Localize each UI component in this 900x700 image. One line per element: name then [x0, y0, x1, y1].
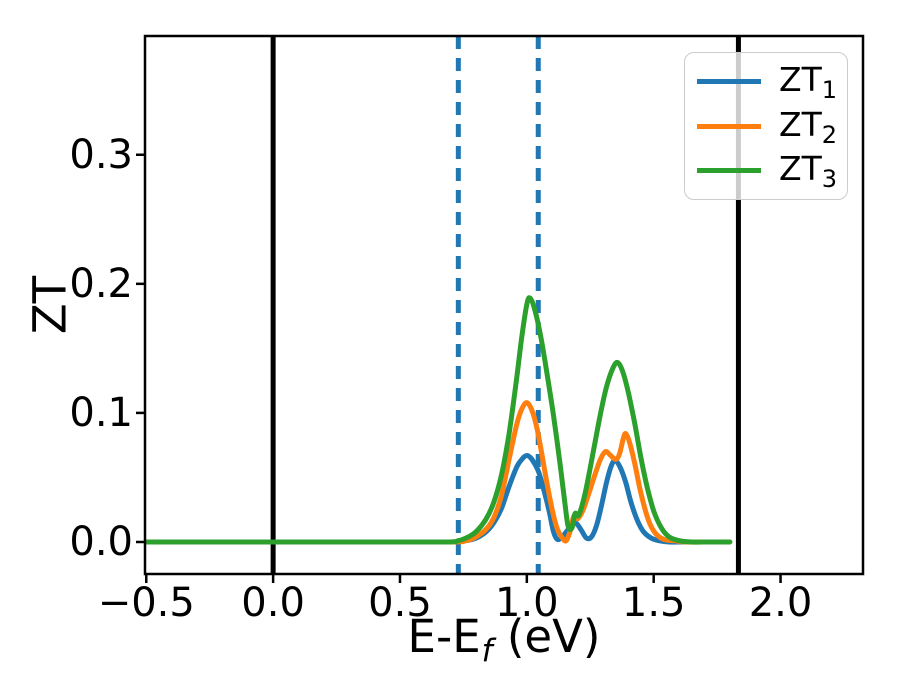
legend-swatch-zt2	[697, 123, 761, 129]
x-axis-label-suffix: (eV)	[492, 610, 601, 663]
legend-label-zt1-sub: 1	[821, 76, 838, 105]
legend-item-zt1: ZT1	[685, 60, 847, 105]
plot-border	[143, 34, 865, 576]
x-tick-label-1.0: 1.0	[495, 580, 559, 626]
legend-label-zt3: ZT3	[779, 148, 838, 193]
series-line-zt3	[143, 295, 733, 545]
series-curves-group	[143, 295, 733, 545]
legend-label-zt1: ZT1	[779, 60, 838, 105]
legend-label-zt1-text: ZT	[779, 60, 822, 100]
y-axis-label: ZT	[24, 276, 77, 334]
y-tick-label-0.3: 0.3	[69, 131, 133, 178]
legend-label-zt2-text: ZT	[779, 104, 822, 144]
x-axis-label-subscript: f	[481, 633, 493, 669]
x-tick-label-2.0: 2.0	[748, 580, 813, 626]
x-tick-label-−0.5: −0.5	[97, 580, 195, 626]
legend-label-zt3-sub: 3	[821, 164, 838, 193]
x-tick-label-0.0: 0.0	[241, 580, 305, 626]
y-tick-label-0.2: 0.2	[69, 260, 133, 307]
y-tick-label-0.1: 0.1	[69, 389, 133, 436]
tick-marks-group	[136, 153, 782, 583]
dashed-vlines-group	[455, 36, 541, 574]
x-tick-label-0.5: 0.5	[368, 580, 432, 626]
axes-spines-group	[143, 34, 865, 576]
legend: ZT1 ZT2 ZT3	[684, 52, 848, 200]
legend-item-zt2: ZT2	[685, 104, 847, 149]
legend-item-zt3: ZT3	[685, 148, 847, 193]
legend-swatch-zt3	[697, 167, 761, 173]
x-tick-label-1.5: 1.5	[621, 580, 686, 626]
y-axis-label-text: ZT	[23, 275, 77, 335]
legend-swatch-zt1	[697, 79, 761, 85]
x-axis-label-prefix: E-E	[407, 610, 481, 663]
legend-label-zt3-text: ZT	[779, 148, 822, 188]
legend-label-zt2-sub: 2	[821, 120, 838, 149]
legend-label-zt2: ZT2	[779, 104, 838, 149]
x-axis-label: E-Ef (eV)	[407, 610, 601, 670]
y-tick-label-0.0: 0.0	[69, 518, 133, 565]
